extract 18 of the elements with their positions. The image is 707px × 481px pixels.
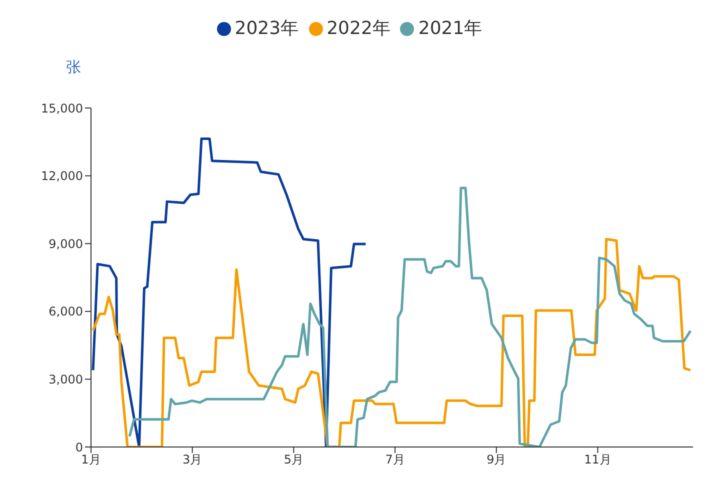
y-tick-label: 6,000: [48, 304, 83, 319]
line-series: [92, 137, 367, 447]
y-tick-label: 0: [75, 440, 83, 454]
line-series: [128, 186, 692, 447]
legend-label: 2021年: [418, 18, 482, 39]
legend-label: 2023年: [234, 18, 299, 39]
x-tick-label: 3月: [182, 452, 202, 467]
x-tick-label: 5月: [284, 452, 304, 467]
y-tick-label: 9,000: [48, 236, 83, 251]
legend-label: 2022年: [326, 18, 390, 39]
x-tick-label: 1月: [81, 452, 101, 467]
x-tick-label: 11月: [584, 452, 612, 467]
y-tick-label: 15,000: [41, 101, 83, 116]
x-tick-label: 7月: [385, 452, 405, 467]
y-tick-label: 3,000: [48, 372, 83, 386]
y-axis-title: 张: [66, 58, 81, 77]
y-tick-label: 12,000: [41, 169, 83, 184]
x-tick-label: 9月: [486, 452, 506, 467]
